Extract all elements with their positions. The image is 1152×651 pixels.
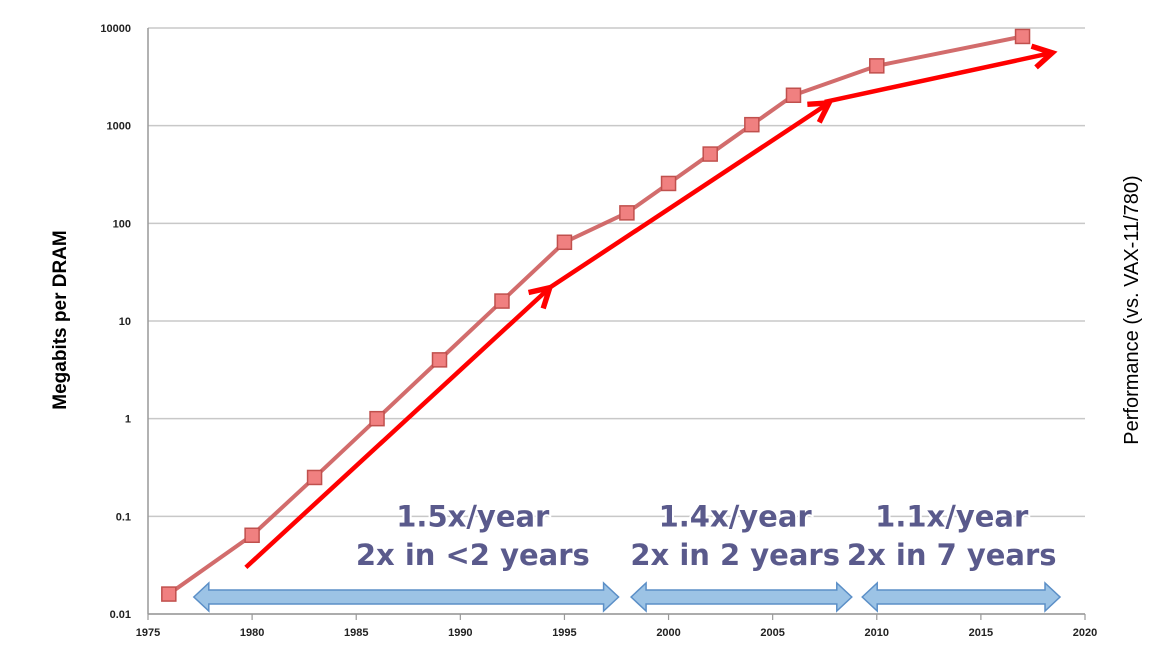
y-tick-label: 10 — [119, 316, 131, 328]
trend-arrow — [244, 284, 554, 570]
x-tick-label: 1985 — [344, 627, 368, 639]
x-tick-label: 1975 — [136, 627, 160, 639]
data-point — [702, 146, 718, 162]
x-tick-label: 2020 — [1073, 627, 1097, 639]
period-arrow — [192, 581, 620, 613]
data-point — [431, 352, 448, 368]
data-point — [619, 205, 635, 221]
y-tick-label: 0.1 — [116, 511, 131, 523]
annotation-line: 1.5x/year — [396, 499, 550, 533]
y-tick-label: 1000 — [107, 121, 131, 133]
data-point — [369, 410, 385, 427]
right-axis-label: Performance (vs. VAX-11/780) — [1121, 175, 1143, 444]
data-point — [244, 527, 260, 544]
trend-arrow — [824, 43, 1058, 105]
series-layer — [161, 28, 1031, 602]
trend-arrow — [548, 99, 834, 290]
x-tick-label: 2015 — [969, 627, 993, 639]
data-point — [744, 116, 760, 133]
data-point — [869, 58, 885, 74]
period-arrow — [861, 581, 1062, 613]
x-tick-label: 1980 — [240, 627, 264, 639]
annotation-line: 1.1x/year — [875, 499, 1029, 533]
x-tick-label: 2000 — [656, 627, 680, 639]
annotation-line: 2x in <2 years — [356, 538, 590, 572]
period-arrows — [192, 581, 1062, 613]
data-point — [494, 293, 510, 309]
axis-layer: 0.01 0.1 1 10 100 1000 10000 1975 1980 1985 1990 19… — [100, 23, 1097, 639]
data-point — [556, 234, 573, 251]
x-tick-label: 2010 — [865, 627, 889, 639]
annotation-line: 1.4x/year — [659, 499, 813, 533]
data-point — [161, 586, 177, 602]
x-tick-label: 1995 — [552, 627, 576, 639]
y-tick-label: 0.01 — [110, 609, 131, 621]
data-point — [306, 469, 323, 486]
x-tick-label: 2005 — [760, 627, 784, 639]
annotation-line: 2x in 7 years — [847, 538, 1057, 572]
y-tick-label: 10000 — [100, 23, 131, 35]
trend-arrows — [244, 43, 1058, 570]
y-tick-label: 100 — [113, 218, 131, 230]
data-point — [785, 87, 802, 104]
period-arrow — [629, 581, 853, 613]
data-point — [660, 175, 677, 192]
y-axis-label: Megabits per DRAM — [50, 230, 71, 409]
annotation-line: 2x in 2 years — [630, 538, 840, 572]
y-tick-label: 1 — [125, 414, 131, 426]
data-point — [1014, 28, 1031, 45]
x-tick-label: 1990 — [448, 627, 472, 639]
annotations: 1.5x/year 2x in <2 years 1.4x/year 2x in 2 … — [354, 497, 1059, 574]
